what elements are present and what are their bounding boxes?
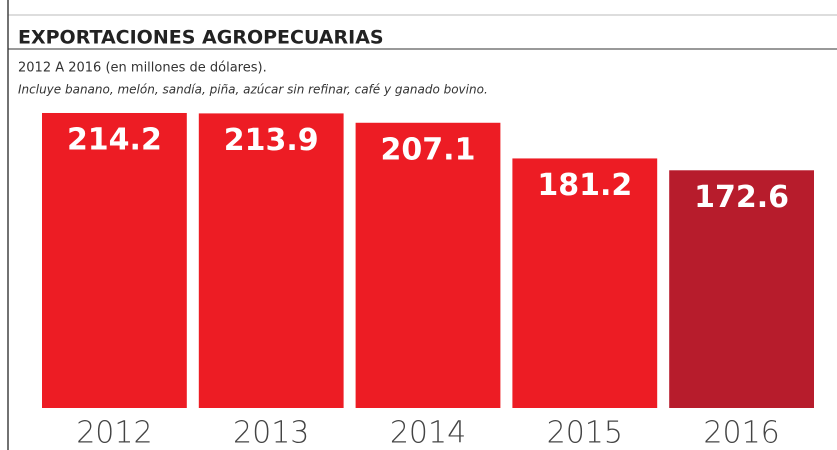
bar	[42, 112, 187, 408]
value-label: 172.6	[694, 180, 789, 215]
chart-title: EXPORTACIONES AGROPECUARIAS	[18, 27, 384, 49]
bar	[512, 158, 658, 408]
chart-subtitle: 2012 A 2016 (en millones de dólares).	[18, 61, 267, 76]
chart-note: Incluye banano, melón, sandía, piña, azú…	[18, 83, 488, 97]
value-label: 207.1	[381, 132, 476, 167]
value-label: 181.2	[537, 168, 632, 203]
x-tick-label: 2012	[76, 416, 152, 450]
bar	[355, 122, 501, 408]
bar	[198, 113, 344, 408]
value-label: 213.9	[224, 123, 319, 158]
x-tick-label: 2014	[390, 416, 466, 450]
x-tick-label: 2013	[233, 416, 309, 450]
x-tick-label: 2016	[703, 416, 779, 450]
x-tick-label: 2015	[547, 416, 623, 450]
value-label: 214.2	[67, 122, 162, 157]
bar	[669, 170, 814, 408]
